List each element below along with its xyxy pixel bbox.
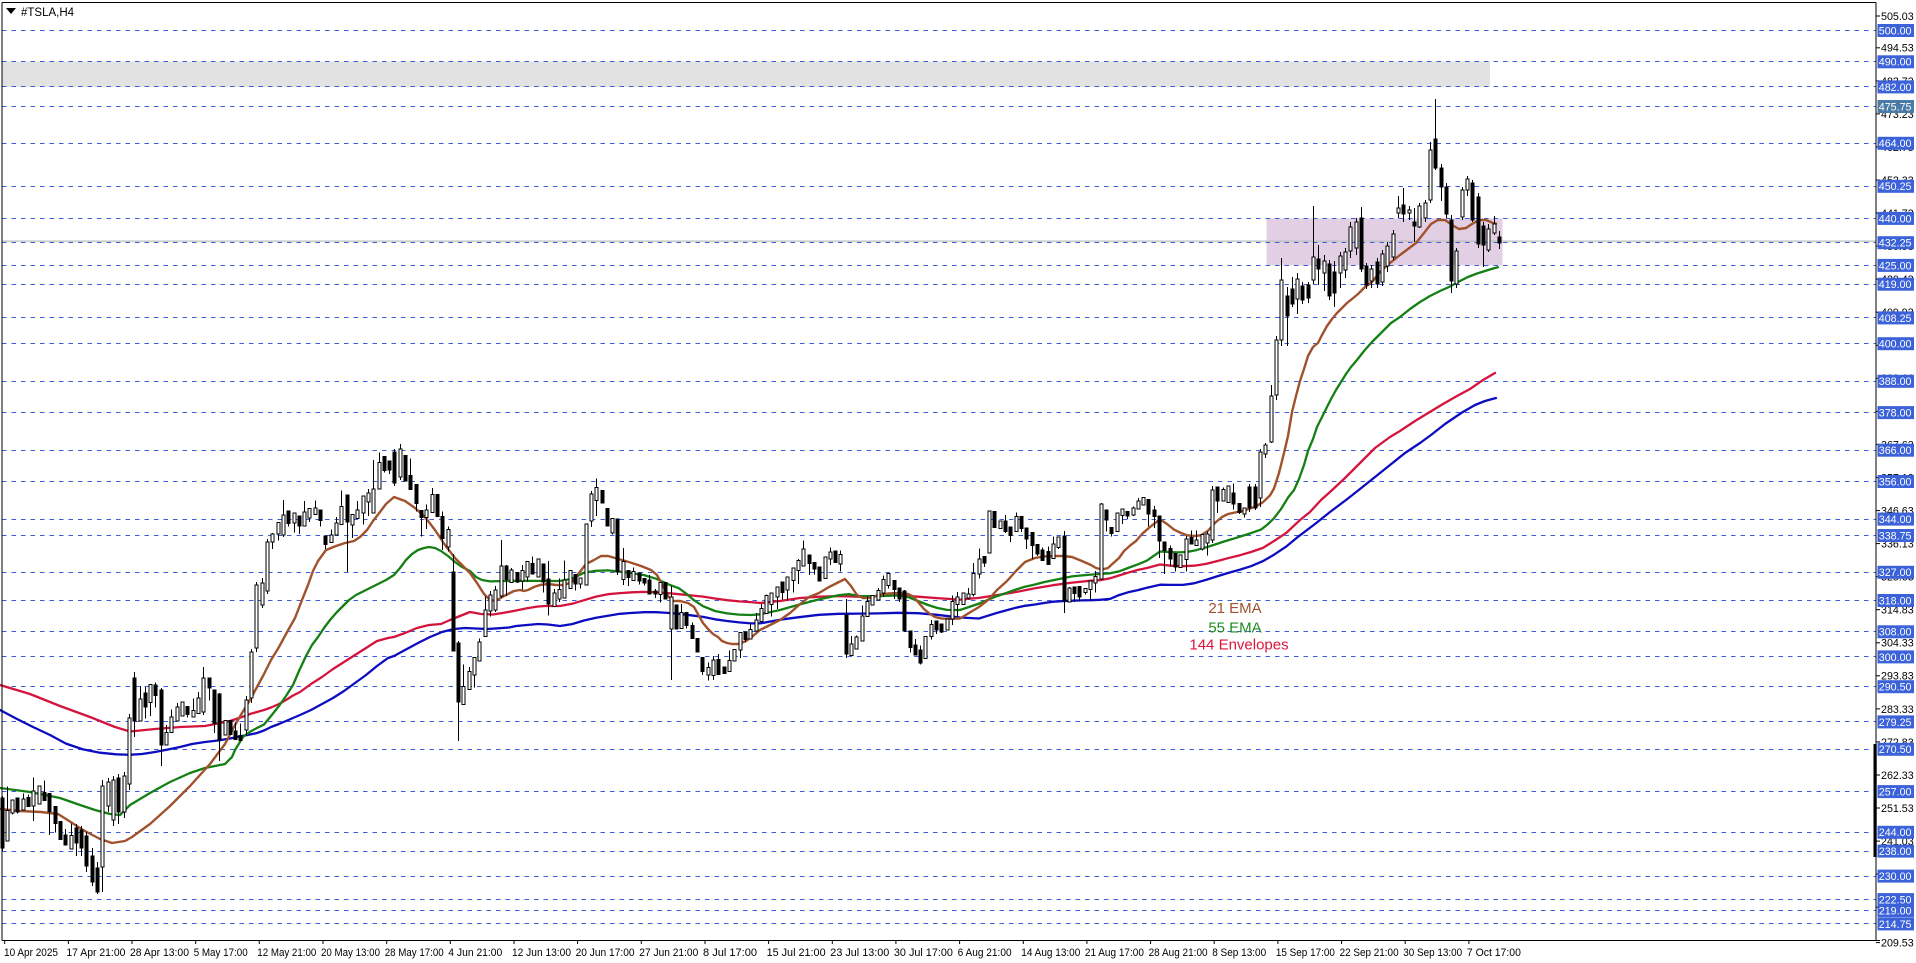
svg-text:55 EMA: 55 EMA: [1208, 620, 1261, 637]
svg-text:209.53: 209.53: [1881, 938, 1914, 950]
svg-text:17 Apr 21:00: 17 Apr 21:00: [66, 947, 125, 959]
svg-text:293.83: 293.83: [1881, 671, 1914, 683]
svg-text:7 Oct 17:00: 7 Oct 17:00: [1467, 947, 1521, 959]
svg-text:356.00: 356.00: [1879, 476, 1912, 488]
svg-text:4 Jun 21:00: 4 Jun 21:00: [448, 947, 502, 959]
svg-text:12 May 21:00: 12 May 21:00: [257, 947, 316, 959]
svg-text:338.75: 338.75: [1879, 530, 1912, 542]
svg-text:270.50: 270.50: [1879, 744, 1912, 756]
svg-text:8 Jul 17:00: 8 Jul 17:00: [703, 947, 757, 959]
svg-text:505.03: 505.03: [1881, 11, 1914, 23]
svg-text:144 Envelopes: 144 Envelopes: [1189, 637, 1288, 654]
svg-text:400.00: 400.00: [1879, 339, 1912, 351]
svg-text:8 Sep 13:00: 8 Sep 13:00: [1212, 947, 1266, 959]
svg-text:28 May 17:00: 28 May 17:00: [385, 947, 444, 959]
svg-text:30 Sep 13:00: 30 Sep 13:00: [1403, 947, 1462, 959]
svg-text:5 May 17:00: 5 May 17:00: [194, 947, 248, 959]
svg-text:214.75: 214.75: [1879, 919, 1912, 931]
svg-text:366.00: 366.00: [1879, 445, 1912, 457]
svg-text:244.00: 244.00: [1879, 827, 1912, 839]
svg-text:327.00: 327.00: [1879, 567, 1912, 579]
svg-text:279.25: 279.25: [1879, 717, 1912, 729]
svg-text:251.53: 251.53: [1881, 803, 1914, 815]
svg-text:238.00: 238.00: [1879, 846, 1912, 858]
svg-text:22 Sep 21:00: 22 Sep 21:00: [1340, 947, 1399, 959]
svg-text:419.00: 419.00: [1879, 279, 1912, 291]
svg-text:20 Jun 17:00: 20 Jun 17:00: [576, 947, 635, 959]
svg-text:408.25: 408.25: [1879, 313, 1912, 325]
svg-text:219.00: 219.00: [1879, 906, 1912, 918]
svg-text:30 Jul 17:00: 30 Jul 17:00: [894, 947, 953, 959]
svg-text:28 Aug 21:00: 28 Aug 21:00: [1149, 947, 1208, 959]
svg-text:500.00: 500.00: [1879, 25, 1912, 37]
svg-text:23 Jul 13:00: 23 Jul 13:00: [830, 947, 889, 959]
svg-text:6 Aug 21:00: 6 Aug 21:00: [958, 947, 1012, 959]
svg-text:318.00: 318.00: [1879, 595, 1912, 607]
svg-text:21 EMA: 21 EMA: [1208, 600, 1261, 617]
svg-text:388.00: 388.00: [1879, 376, 1912, 388]
svg-text:300.00: 300.00: [1879, 652, 1912, 664]
svg-text:262.33: 262.33: [1881, 770, 1914, 782]
svg-text:308.00: 308.00: [1879, 627, 1912, 639]
svg-text:20 May 13:00: 20 May 13:00: [321, 947, 380, 959]
svg-text:450.25: 450.25: [1879, 181, 1912, 193]
svg-text:494.53: 494.53: [1881, 43, 1914, 55]
svg-text:10 Apr 2025: 10 Apr 2025: [4, 947, 58, 959]
svg-text:314.83: 314.83: [1881, 605, 1914, 617]
svg-text:283.33: 283.33: [1881, 704, 1914, 716]
svg-text:15 Jul 21:00: 15 Jul 21:00: [767, 947, 826, 959]
svg-text:14 Aug 13:00: 14 Aug 13:00: [1021, 947, 1080, 959]
svg-text:21 Aug 17:00: 21 Aug 17:00: [1085, 947, 1144, 959]
svg-text:15 Sep 17:00: 15 Sep 17:00: [1276, 947, 1335, 959]
svg-text:28 Apr 13:00: 28 Apr 13:00: [130, 947, 189, 959]
svg-text:290.50: 290.50: [1879, 682, 1912, 694]
svg-text:12 Jun 13:00: 12 Jun 13:00: [512, 947, 571, 959]
svg-text:490.00: 490.00: [1879, 57, 1912, 69]
svg-text:475.75: 475.75: [1879, 101, 1912, 113]
svg-text:432.25: 432.25: [1879, 238, 1912, 250]
svg-text:230.00: 230.00: [1879, 871, 1912, 883]
svg-text:27 Jun 21:00: 27 Jun 21:00: [639, 947, 698, 959]
svg-text:425.00: 425.00: [1879, 260, 1912, 272]
svg-text:344.00: 344.00: [1879, 514, 1912, 526]
svg-text:257.00: 257.00: [1879, 787, 1912, 799]
svg-text:304.33: 304.33: [1881, 638, 1914, 650]
svg-text:482.00: 482.00: [1879, 82, 1912, 94]
svg-text:464.00: 464.00: [1879, 138, 1912, 150]
svg-text:#TSLA,H4: #TSLA,H4: [21, 7, 75, 19]
svg-text:378.00: 378.00: [1879, 408, 1912, 420]
svg-text:222.50: 222.50: [1879, 895, 1912, 907]
svg-text:440.00: 440.00: [1879, 213, 1912, 225]
